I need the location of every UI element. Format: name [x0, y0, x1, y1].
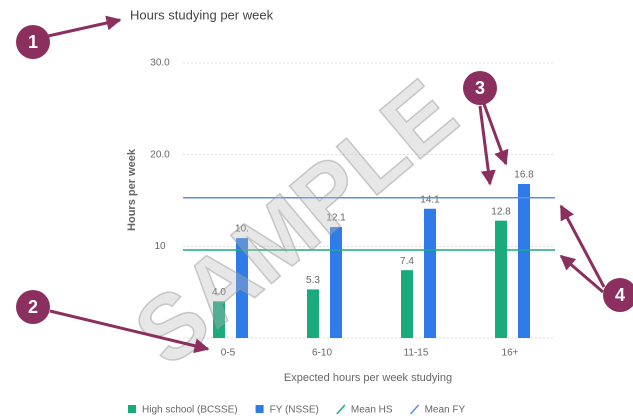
y-axis-label: Hours per week	[126, 148, 138, 231]
x-tick-label: 16+	[502, 348, 519, 359]
chart-title: Hours studying per week	[130, 7, 274, 22]
callout-circle	[463, 71, 497, 105]
callout-text: 3	[475, 78, 485, 98]
data-label: 14.1	[420, 194, 440, 205]
callout-circle	[16, 25, 50, 59]
bar	[236, 238, 248, 338]
y-tick-label: 20.0	[150, 149, 170, 160]
legend-swatch	[410, 404, 420, 415]
data-label: 4.0	[212, 287, 226, 298]
x-tick-label: 11-15	[404, 348, 429, 359]
legend-swatch	[336, 404, 346, 415]
arrow	[47, 15, 122, 38]
legend-label: Mean FY	[425, 405, 466, 416]
arrow	[559, 204, 606, 288]
x-axis-label: Expected hours per week studying	[284, 372, 452, 384]
y-tick-label: 10	[154, 241, 166, 252]
watermark: SAMPLE	[116, 61, 475, 386]
legend-swatch	[255, 405, 264, 413]
legend: High school (BCSSE) FY (NSSE) Mean HS Mean …	[128, 404, 466, 416]
legend-label: Mean HS	[351, 405, 393, 416]
legend-label: FY (NSSE)	[270, 405, 319, 416]
bar	[424, 208, 436, 338]
arrow	[559, 254, 604, 294]
data-label: 12.8	[491, 206, 511, 217]
legend-swatch	[128, 405, 136, 413]
plot: 10 20.0 30.0 0-5 4.0 10. 6-10 5.3 12.1 11-15 7.4 14…	[150, 58, 555, 359]
data-label: 12.1	[326, 213, 346, 224]
data-label: 10.	[235, 224, 249, 235]
callout-circle	[603, 278, 633, 312]
callouts: 1 2 3 4	[16, 25, 633, 324]
callout-text: 4	[615, 285, 625, 305]
x-tick-label: 0-5	[221, 348, 236, 359]
data-label: 16.8	[514, 170, 534, 181]
arrow	[482, 103, 509, 166]
bar	[213, 301, 225, 338]
bar	[330, 227, 342, 338]
bar	[495, 220, 507, 338]
bar	[401, 270, 413, 338]
data-label: 7.4	[400, 256, 414, 267]
arrow	[49, 309, 210, 354]
x-tick-label: 6-10	[312, 348, 332, 359]
arrow	[478, 105, 496, 186]
callout-text: 2	[28, 297, 38, 317]
callout-text: 1	[28, 32, 38, 52]
data-label: 5.3	[306, 275, 320, 286]
callout-circle	[16, 290, 50, 324]
bar	[307, 289, 319, 338]
y-tick-label: 30.0	[150, 58, 170, 69]
legend-label: High school (BCSSE)	[142, 405, 238, 416]
annotations	[47, 15, 606, 354]
bar	[518, 184, 530, 338]
